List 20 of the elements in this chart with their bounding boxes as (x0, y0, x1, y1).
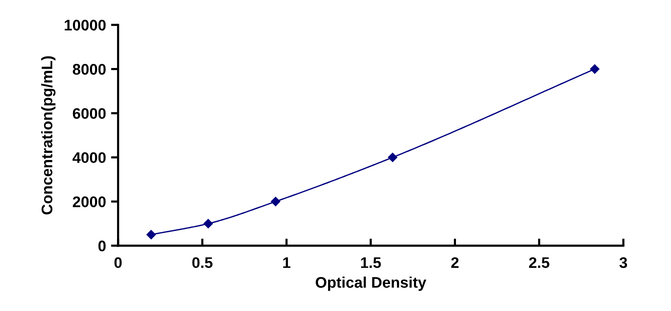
x-tick-label: 3 (619, 257, 628, 268)
y-tick-label: 10000 (64, 20, 106, 31)
y-tick-label: 0 (98, 240, 106, 252)
y-axis-title: Concentration(pg/mL) (41, 56, 56, 214)
x-tick-label: 2 (451, 257, 459, 268)
x-tick-label: 0.5 (192, 257, 212, 268)
x-tick-label: 0 (114, 257, 122, 268)
x-tick-label: 2.5 (529, 257, 550, 268)
point (146, 230, 156, 240)
y-tick-label: 2000 (72, 196, 106, 208)
point (270, 196, 280, 206)
point (204, 218, 213, 228)
point (388, 152, 398, 162)
point (590, 64, 600, 74)
y-tick-label: 8000 (72, 64, 106, 75)
x-tick-label: 1.5 (361, 257, 381, 268)
y-tick-label: 6000 (72, 108, 106, 119)
x-tick-label: 1 (283, 257, 290, 268)
x-axis-title: Optical Density (316, 276, 426, 291)
y-tick-label: 4000 (72, 152, 106, 164)
